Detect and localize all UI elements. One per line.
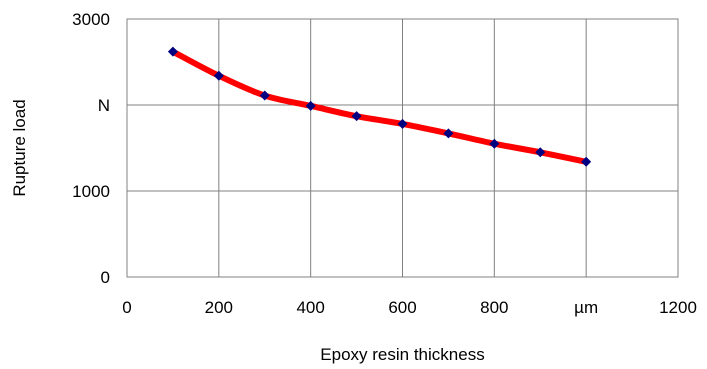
y-tick-label: 3000	[72, 10, 110, 29]
data-point-marker	[489, 138, 500, 149]
x-tick-label: 400	[296, 298, 324, 317]
y-axis-title: Rupture load	[10, 99, 29, 196]
x-tick-labels: 0 200 400 600 800 µm 1200	[122, 298, 697, 317]
series-layer	[167, 46, 592, 167]
x-tick-label: 800	[480, 298, 508, 317]
x-tick-label: 200	[205, 298, 233, 317]
data-point-marker	[213, 70, 224, 81]
plot-frame	[126, 18, 679, 278]
x-axis-title: Epoxy resin thickness	[320, 345, 484, 364]
data-point-marker	[397, 118, 408, 129]
y-tick-label: 1000	[72, 182, 110, 201]
x-tick-label: µm	[574, 298, 598, 317]
x-tick-label: 0	[122, 298, 131, 317]
x-tick-label: 600	[388, 298, 416, 317]
data-point-marker	[443, 128, 454, 139]
series-line	[169, 48, 590, 165]
x-tick-label: 1200	[659, 298, 697, 317]
data-point-marker	[351, 111, 362, 122]
data-point-marker	[581, 156, 592, 167]
y-tick-label: N	[98, 96, 110, 115]
grid	[126, 18, 679, 278]
y-tick-label: 0	[101, 268, 110, 287]
data-point-marker	[535, 147, 546, 158]
data-point-marker	[305, 100, 316, 111]
data-point-marker	[259, 90, 270, 101]
y-tick-labels: 0 1000 N 3000	[72, 10, 110, 287]
data-point-marker	[167, 46, 178, 57]
